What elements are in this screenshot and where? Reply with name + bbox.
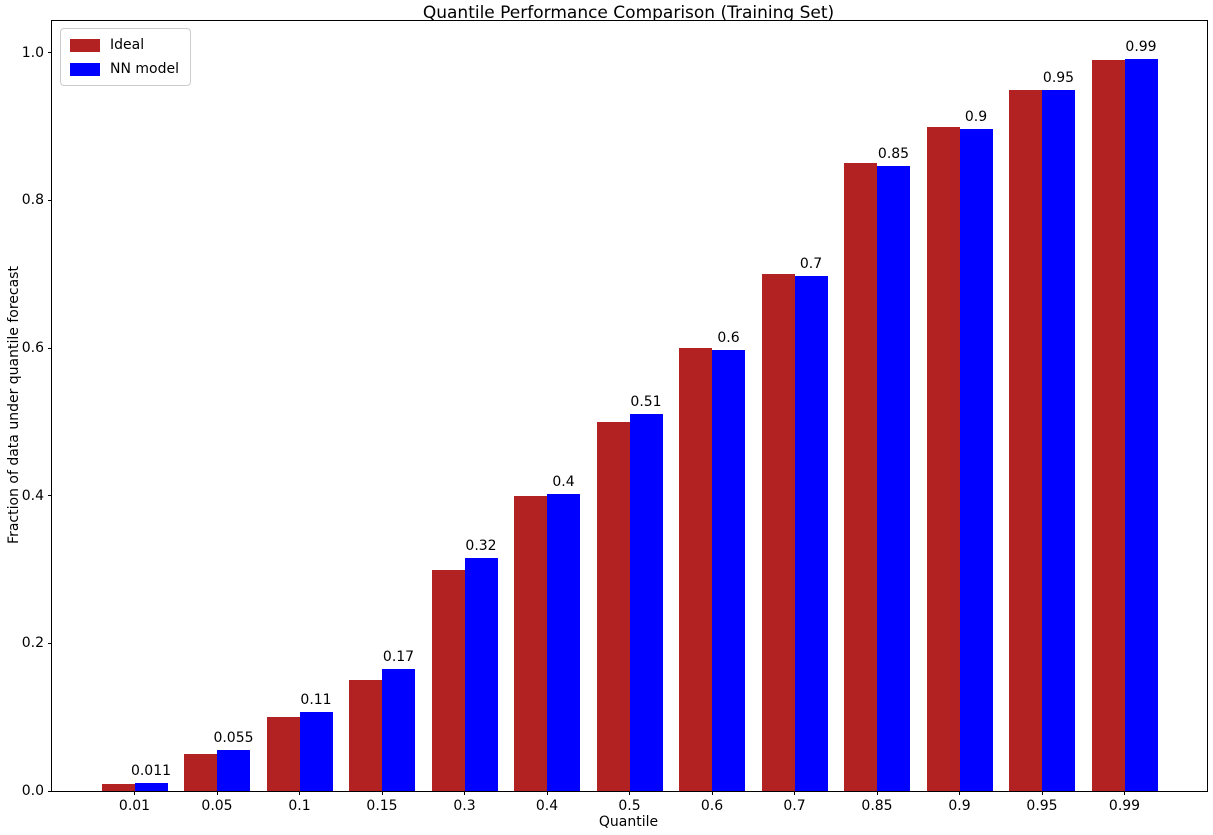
y-tick-label: 0.0 xyxy=(21,783,44,799)
x-tick-label: 0.3 xyxy=(453,798,476,814)
bar-value-label: 0.055 xyxy=(213,730,254,747)
y-tick-mark xyxy=(48,199,52,201)
bar-value-label: 0.99 xyxy=(1125,38,1157,55)
bar-nn-model xyxy=(1124,58,1158,791)
x-tick-mark xyxy=(876,791,878,795)
x-tick-mark xyxy=(794,791,795,795)
y-axis-label: Fraction of data under quantile forecast xyxy=(6,266,22,544)
plot-area: Ideal NN model 0.0 0.2 0.4 0.6 0.8 1.0 0.011 0.… xyxy=(22,20,1208,814)
y-tick-label: 0.8 xyxy=(21,192,44,209)
bar-value-label: 0.85 xyxy=(877,145,910,162)
x-tick-mark xyxy=(381,791,383,795)
bar-ideal xyxy=(844,163,877,791)
y-tick-mark xyxy=(48,52,52,54)
bar-ideal xyxy=(184,754,217,791)
bar-value-label: 0.4 xyxy=(552,474,575,491)
x-tick-mark xyxy=(134,791,135,795)
x-tick-label: 0.05 xyxy=(201,798,233,814)
y-tick-label: 1.0 xyxy=(21,44,44,61)
x-tick-mark xyxy=(299,791,300,795)
bar-value-label: 0.7 xyxy=(799,255,823,272)
bar-nn-model xyxy=(959,128,993,791)
x-axis-label: Quantile xyxy=(598,814,659,830)
x-tick-label: 0.1 xyxy=(288,798,311,814)
bar-ideal xyxy=(1009,89,1042,791)
bar-nn-model xyxy=(877,165,910,791)
x-tick-mark xyxy=(711,791,713,795)
bar-value-label: 0.51 xyxy=(630,393,662,410)
y-tick-label: 0.6 xyxy=(21,340,44,357)
bar-nn-model xyxy=(299,712,333,791)
bar-ideal xyxy=(926,126,960,791)
chart-title: Quantile Performance Comparison (Trainin… xyxy=(422,3,835,23)
bar-ideal xyxy=(1091,60,1125,791)
x-tick-mark xyxy=(959,791,960,795)
x-tick-label: 0.01 xyxy=(118,798,151,814)
x-tick-mark xyxy=(1124,791,1125,795)
bar-nn-model xyxy=(712,350,745,791)
bar-value-label: 0.95 xyxy=(1042,69,1075,86)
bar-nn-model xyxy=(217,750,250,791)
x-tick-mark xyxy=(464,791,465,795)
legend-item-ideal: Ideal xyxy=(70,37,179,53)
x-tick-label: 0.85 xyxy=(861,798,893,814)
x-tick-label: 0.9 xyxy=(948,798,971,814)
bar-ideal xyxy=(431,569,465,791)
bar-ideal xyxy=(266,717,300,791)
x-tick-label: 0.95 xyxy=(1026,798,1058,814)
bar-value-label: 0.011 xyxy=(130,762,172,779)
bar-ideal xyxy=(349,680,382,791)
bar-nn-model xyxy=(629,413,663,791)
bar-value-label: 0.11 xyxy=(300,692,332,709)
x-tick-label: 0.4 xyxy=(535,798,559,814)
y-tick-mark xyxy=(48,347,52,349)
bar-nn-model xyxy=(547,494,580,791)
bar-nn-model xyxy=(382,669,415,791)
bar-nn-model xyxy=(464,558,498,791)
y-tick-mark xyxy=(48,495,52,497)
y-tick-mark xyxy=(48,642,52,644)
bar-nn-model xyxy=(1042,89,1075,791)
bar-ideal xyxy=(761,274,795,791)
bar-nn-model xyxy=(794,275,828,791)
legend-swatch-nn-model xyxy=(70,62,100,76)
legend-label-ideal: Ideal xyxy=(110,37,145,53)
x-tick-mark xyxy=(216,791,218,795)
legend-item-nn-model: NN model xyxy=(70,61,179,77)
x-tick-label: 0.99 xyxy=(1108,798,1141,814)
y-tick-label: 0.4 xyxy=(21,487,44,504)
bar-ideal xyxy=(596,421,630,791)
x-tick-label: 0.5 xyxy=(618,798,641,814)
x-tick-label: 0.6 xyxy=(700,798,724,814)
x-tick-mark xyxy=(546,791,548,795)
bar-ideal xyxy=(514,495,547,791)
x-tick-mark xyxy=(629,791,630,795)
bar-value-label: 0.9 xyxy=(964,108,988,125)
x-tick-label: 0.7 xyxy=(783,798,806,814)
bar-nn-model xyxy=(134,782,168,791)
bar-value-label: 0.6 xyxy=(717,330,740,347)
y-tick-mark xyxy=(48,790,52,792)
bar-value-label: 0.32 xyxy=(465,538,497,555)
x-tick-mark xyxy=(1041,791,1043,795)
legend: Ideal NN model xyxy=(60,28,191,86)
y-tick-label: 0.2 xyxy=(21,635,44,652)
x-tick-label: 0.15 xyxy=(366,798,398,814)
bar-ideal xyxy=(101,783,135,791)
bar-ideal xyxy=(679,348,712,791)
legend-swatch-ideal xyxy=(70,38,100,52)
bar-value-label: 0.17 xyxy=(382,649,415,666)
legend-label-nn-model: NN model xyxy=(110,61,179,77)
